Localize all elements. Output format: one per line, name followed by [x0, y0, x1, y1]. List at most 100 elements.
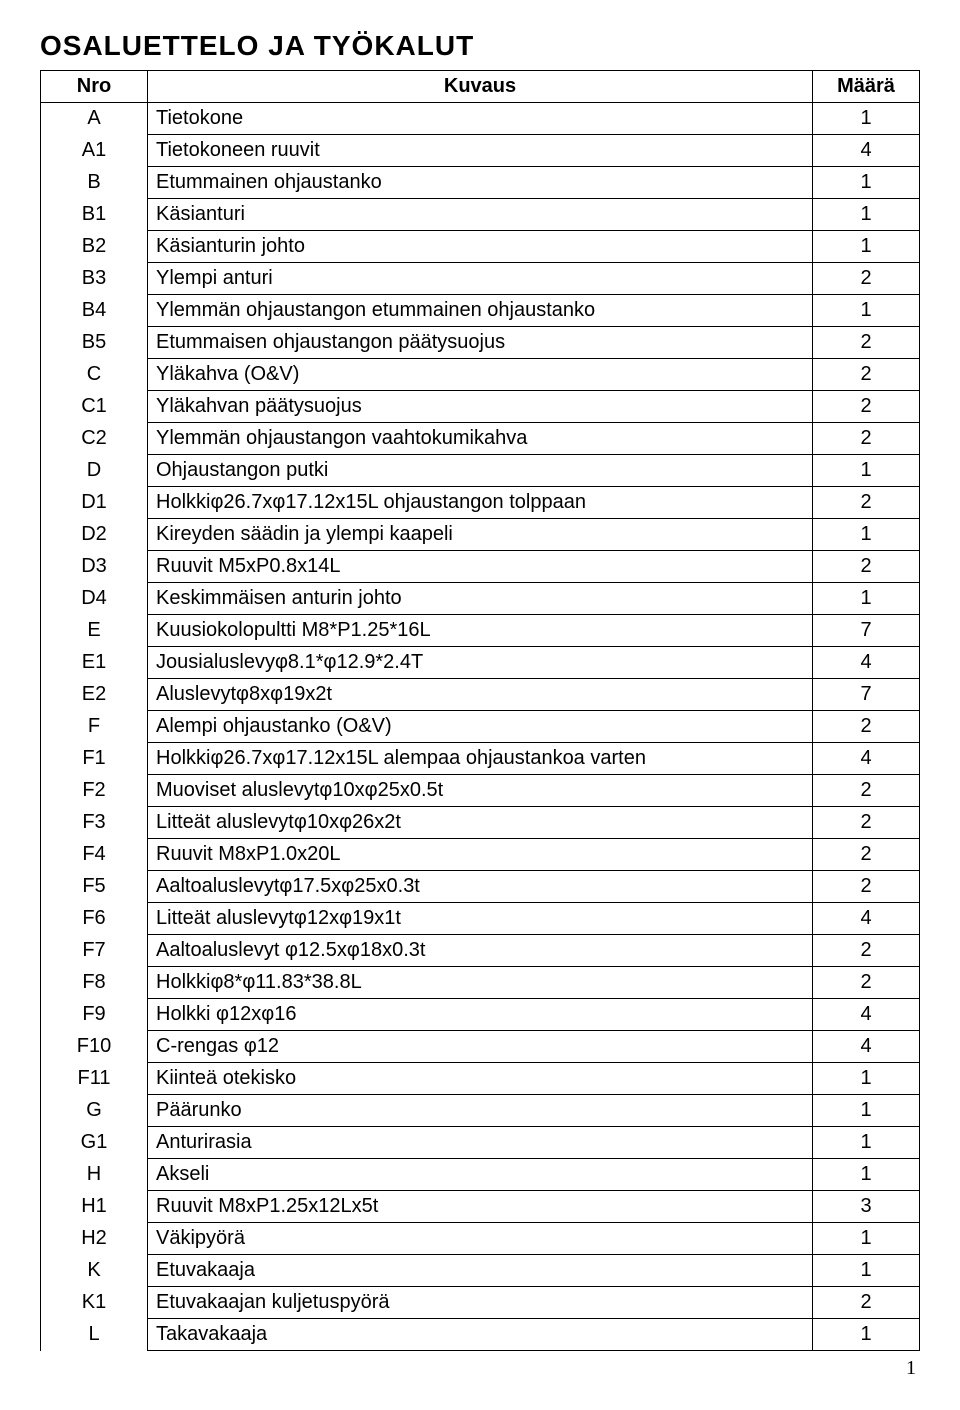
cell-maara: 1 — [813, 455, 920, 487]
cell-maara: 7 — [813, 615, 920, 647]
cell-kuvaus: Ylempi anturi — [148, 263, 813, 295]
table-row: B4Ylemmän ohjaustangon etummainen ohjaus… — [41, 295, 920, 327]
cell-nro: C1 — [41, 391, 148, 423]
cell-maara: 2 — [813, 775, 920, 807]
cell-nro: D4 — [41, 583, 148, 615]
table-row: F5Aaltoaluslevytφ17.5xφ25x0.3t2 — [41, 871, 920, 903]
cell-kuvaus: Etuvakaajan kuljetuspyörä — [148, 1287, 813, 1319]
table-row: D1Holkkiφ26.7xφ17.12x15L ohjaustangon to… — [41, 487, 920, 519]
table-row: FAlempi ohjaustanko (O&V)2 — [41, 711, 920, 743]
cell-kuvaus: Aluslevytφ8xφ19x2t — [148, 679, 813, 711]
cell-maara: 2 — [813, 327, 920, 359]
cell-maara: 1 — [813, 1223, 920, 1255]
cell-kuvaus: Ylemmän ohjaustangon etummainen ohjausta… — [148, 295, 813, 327]
table-row: CYläkahva (O&V)2 — [41, 359, 920, 391]
cell-maara: 1 — [813, 1127, 920, 1159]
table-row: F6Litteät aluslevytφ12xφ19x1t4 — [41, 903, 920, 935]
parts-table: Nro Kuvaus Määrä ATietokone1A1Tietokonee… — [40, 70, 920, 1351]
cell-kuvaus: Holkkiφ8*φ11.83*38.8L — [148, 967, 813, 999]
cell-kuvaus: Päärunko — [148, 1095, 813, 1127]
table-row: GPäärunko1 — [41, 1095, 920, 1127]
cell-kuvaus: Yläkahva (O&V) — [148, 359, 813, 391]
cell-nro: C — [41, 359, 148, 391]
cell-nro: F11 — [41, 1063, 148, 1095]
cell-nro: H — [41, 1159, 148, 1191]
table-row: D2Kireyden säädin ja ylempi kaapeli1 — [41, 519, 920, 551]
cell-maara: 4 — [813, 999, 920, 1031]
cell-nro: F4 — [41, 839, 148, 871]
table-row: H1Ruuvit M8xP1.25x12Lx5t3 — [41, 1191, 920, 1223]
table-row: HAkseli1 — [41, 1159, 920, 1191]
cell-kuvaus: Ruuvit M5xP0.8x14L — [148, 551, 813, 583]
cell-nro: F8 — [41, 967, 148, 999]
cell-nro: B2 — [41, 231, 148, 263]
cell-maara: 1 — [813, 1095, 920, 1127]
table-row: K1Etuvakaajan kuljetuspyörä2 — [41, 1287, 920, 1319]
cell-maara: 2 — [813, 807, 920, 839]
cell-nro: B5 — [41, 327, 148, 359]
cell-kuvaus: Ylemmän ohjaustangon vaahtokumikahva — [148, 423, 813, 455]
header-kuvaus: Kuvaus — [148, 71, 813, 103]
table-header-row: Nro Kuvaus Määrä — [41, 71, 920, 103]
table-row: A1Tietokoneen ruuvit4 — [41, 135, 920, 167]
cell-nro: G1 — [41, 1127, 148, 1159]
cell-maara: 2 — [813, 1287, 920, 1319]
cell-nro: F — [41, 711, 148, 743]
table-row: C2Ylemmän ohjaustangon vaahtokumikahva2 — [41, 423, 920, 455]
cell-nro: E2 — [41, 679, 148, 711]
cell-nro: F2 — [41, 775, 148, 807]
cell-nro: D3 — [41, 551, 148, 583]
table-row: DOhjaustangon putki1 — [41, 455, 920, 487]
cell-maara: 2 — [813, 359, 920, 391]
cell-nro: F10 — [41, 1031, 148, 1063]
cell-maara: 2 — [813, 871, 920, 903]
cell-maara: 2 — [813, 935, 920, 967]
table-row: E2Aluslevytφ8xφ19x2t7 — [41, 679, 920, 711]
cell-nro: F9 — [41, 999, 148, 1031]
cell-kuvaus: Litteät aluslevytφ10xφ26x2t — [148, 807, 813, 839]
cell-maara: 4 — [813, 647, 920, 679]
cell-maara: 1 — [813, 583, 920, 615]
table-row: B1Käsianturi1 — [41, 199, 920, 231]
cell-kuvaus: Etummaisen ohjaustangon päätysuojus — [148, 327, 813, 359]
table-row: D3Ruuvit M5xP0.8x14L2 — [41, 551, 920, 583]
table-row: KEtuvakaaja1 — [41, 1255, 920, 1287]
cell-nro: B3 — [41, 263, 148, 295]
cell-maara: 2 — [813, 391, 920, 423]
cell-kuvaus: Kuusiokolopultti M8*P1.25*16L — [148, 615, 813, 647]
cell-maara: 4 — [813, 1031, 920, 1063]
cell-nro: L — [41, 1319, 148, 1351]
cell-kuvaus: Aaltoaluslevytφ17.5xφ25x0.3t — [148, 871, 813, 903]
cell-maara: 2 — [813, 487, 920, 519]
cell-kuvaus: Etuvakaaja — [148, 1255, 813, 1287]
cell-nro: G — [41, 1095, 148, 1127]
cell-kuvaus: Käsianturi — [148, 199, 813, 231]
table-row: LTakavakaaja1 — [41, 1319, 920, 1351]
cell-nro: D1 — [41, 487, 148, 519]
table-row: F11Kiinteä otekisko1 — [41, 1063, 920, 1095]
cell-maara: 7 — [813, 679, 920, 711]
cell-kuvaus: Holkkiφ26.7xφ17.12x15L ohjaustangon tolp… — [148, 487, 813, 519]
cell-nro: B — [41, 167, 148, 199]
table-row: ATietokone1 — [41, 103, 920, 135]
cell-kuvaus: Väkipyörä — [148, 1223, 813, 1255]
table-row: F4Ruuvit M8xP1.0x20L2 — [41, 839, 920, 871]
cell-nro: F3 — [41, 807, 148, 839]
cell-kuvaus: Etummainen ohjaustanko — [148, 167, 813, 199]
cell-maara: 2 — [813, 263, 920, 295]
cell-nro: F6 — [41, 903, 148, 935]
cell-maara: 4 — [813, 743, 920, 775]
cell-kuvaus: Jousialuslevyφ8.1*φ12.9*2.4T — [148, 647, 813, 679]
cell-kuvaus: Muoviset aluslevytφ10xφ25x0.5t — [148, 775, 813, 807]
cell-maara: 1 — [813, 1319, 920, 1351]
table-row: F9Holkki φ12xφ164 — [41, 999, 920, 1031]
cell-maara: 2 — [813, 967, 920, 999]
table-row: B5Etummaisen ohjaustangon päätysuojus2 — [41, 327, 920, 359]
cell-maara: 4 — [813, 903, 920, 935]
cell-kuvaus: Tietokone — [148, 103, 813, 135]
table-row: E1Jousialuslevyφ8.1*φ12.9*2.4T4 — [41, 647, 920, 679]
table-row: F8Holkkiφ8*φ11.83*38.8L2 — [41, 967, 920, 999]
cell-maara: 1 — [813, 1063, 920, 1095]
cell-kuvaus: Kiinteä otekisko — [148, 1063, 813, 1095]
cell-nro: E1 — [41, 647, 148, 679]
